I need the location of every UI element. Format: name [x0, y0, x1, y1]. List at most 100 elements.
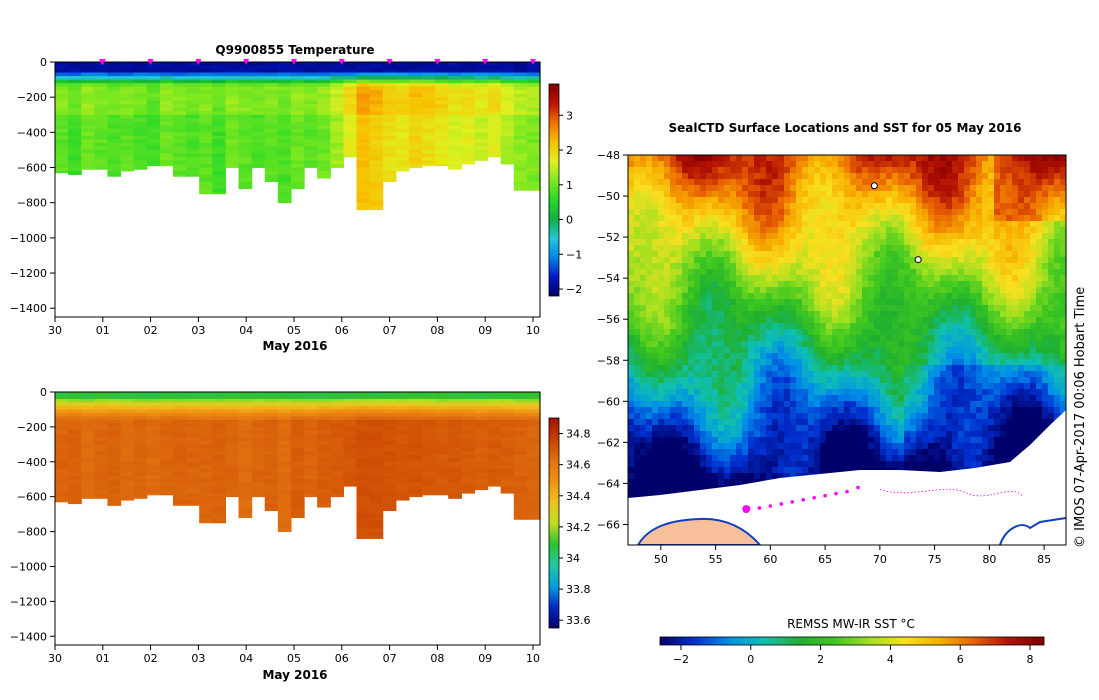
profile-cell	[120, 79, 135, 84]
sst-cell	[928, 209, 935, 216]
profile-cell	[343, 447, 358, 452]
profile-cell	[461, 65, 476, 70]
sst-cell	[1024, 305, 1031, 312]
sst-cell	[808, 197, 815, 204]
sst-cell	[700, 281, 707, 288]
profile-cell	[435, 104, 449, 109]
profile-cell	[474, 437, 489, 442]
sst-cell	[712, 215, 719, 222]
profile-cell	[356, 409, 371, 414]
profile-cell	[435, 146, 449, 151]
profile-cell	[277, 514, 292, 519]
profile-cell	[356, 528, 371, 532]
profile-cell	[435, 160, 449, 165]
profile-cell	[251, 475, 266, 480]
profile-cell	[81, 93, 95, 98]
profile-cell	[238, 185, 253, 190]
sst-cell	[850, 245, 857, 252]
profile-cell	[513, 83, 528, 88]
profile-cell	[81, 419, 95, 424]
profile-cell	[369, 114, 384, 119]
profile-cell	[408, 402, 423, 407]
profile-cell	[225, 423, 240, 428]
sst-cell	[1000, 179, 1007, 186]
profile-cell	[461, 395, 476, 400]
sst-cell	[658, 311, 665, 318]
profile-cell	[81, 121, 95, 126]
profile-cell	[422, 405, 436, 410]
sst-cell	[754, 299, 761, 306]
sst-cell	[958, 173, 965, 180]
profile-cell	[68, 454, 82, 459]
profile-cell	[55, 468, 69, 473]
sst-cell	[976, 179, 983, 186]
sst-cell	[688, 251, 695, 258]
sst-cell	[994, 161, 1001, 168]
sst-cell	[880, 161, 887, 168]
profile-cell	[159, 409, 174, 414]
sst-cell	[670, 161, 677, 168]
sst-cell	[952, 287, 959, 294]
sst-cell	[706, 311, 713, 318]
profile-cell	[382, 416, 397, 421]
sst-cell	[640, 233, 647, 240]
sst-cell	[1018, 173, 1025, 180]
profile-cell	[120, 416, 135, 421]
sst-cell	[946, 203, 953, 210]
profile-cell	[251, 69, 266, 73]
sst-cell	[844, 167, 851, 174]
profile-cell	[474, 100, 489, 105]
profile-cell	[343, 62, 358, 66]
profile-cell	[343, 409, 358, 414]
profile-cell	[120, 395, 135, 400]
profile-cell	[526, 451, 541, 456]
sst-cell	[832, 173, 839, 180]
sst-cell	[754, 179, 761, 186]
profile-cell	[382, 472, 397, 477]
profile-cell	[55, 135, 69, 140]
profile-cell	[159, 121, 174, 126]
profile-cell	[290, 132, 305, 137]
profile-cell	[304, 482, 318, 487]
profile-cell	[395, 437, 410, 442]
profile-cell	[304, 423, 318, 428]
profile-cell	[343, 440, 358, 445]
sst-cell	[1048, 347, 1055, 354]
profile-cell	[225, 104, 240, 109]
profile-cell	[382, 121, 397, 126]
sst-cell	[1042, 173, 1049, 180]
sst-cell	[688, 299, 695, 306]
sst-cell	[730, 341, 737, 348]
sst-cell	[916, 269, 923, 276]
sst-cell	[676, 287, 683, 294]
sst-cell	[898, 251, 905, 258]
profile-cell	[422, 468, 436, 473]
profile-cell	[382, 93, 397, 98]
profile-cell	[277, 454, 292, 459]
sst-cell	[1054, 287, 1061, 294]
sst-cell	[628, 197, 635, 204]
profile-cell	[81, 416, 95, 421]
sst-cell	[1036, 161, 1043, 168]
sst-cell	[922, 227, 929, 234]
profile-cell	[277, 83, 292, 88]
profile-cell	[186, 402, 200, 407]
sst-cell	[1048, 335, 1055, 342]
profile-cell	[264, 128, 279, 133]
profile-cell	[330, 412, 344, 417]
sst-cell	[808, 347, 815, 354]
profile-cell	[146, 149, 161, 154]
profile-cell	[277, 489, 292, 494]
sst-cell	[958, 221, 965, 228]
sst-cell	[820, 287, 827, 294]
sst-cell	[1006, 323, 1013, 330]
profile-cell	[225, 451, 240, 456]
profile-cell	[304, 433, 318, 438]
sst-cell	[928, 179, 935, 186]
profile-cell	[317, 447, 331, 452]
sst-cell	[808, 161, 815, 168]
profile-cell	[461, 409, 476, 414]
profile-cell	[487, 90, 502, 95]
temperature-profile-markers	[99, 59, 536, 65]
sst-cell	[628, 275, 635, 282]
